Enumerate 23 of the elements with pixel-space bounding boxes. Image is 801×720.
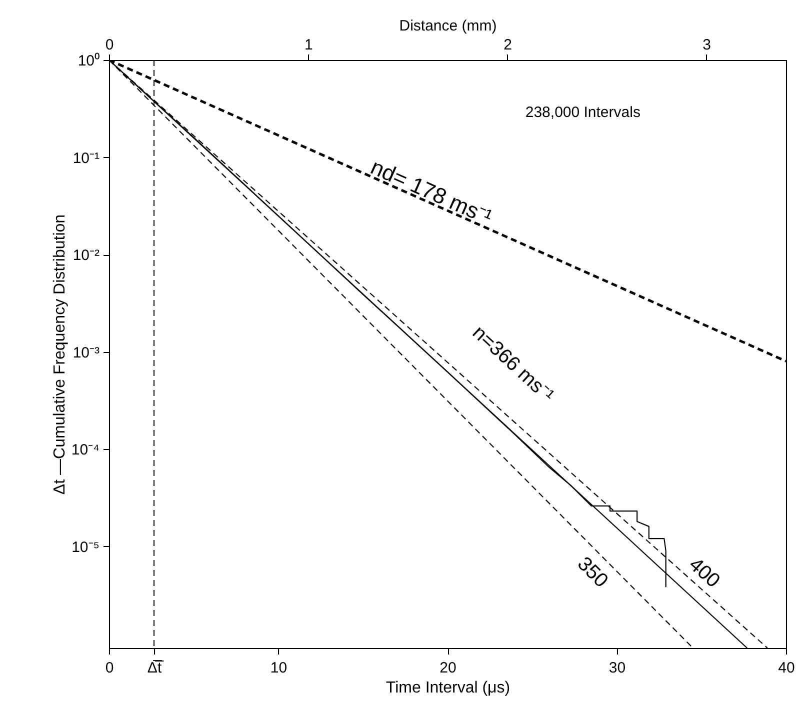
x-tick-label: 30 [608, 660, 626, 676]
x-tick-label: 20 [440, 660, 456, 676]
x-tick-label: 10 [270, 660, 288, 676]
x2-tick-label: 3 [702, 36, 712, 54]
y-tick-label: 10⁻³ [72, 344, 100, 362]
x-tick-label: 40 [778, 660, 795, 676]
y-tick-label: 10⁻² [72, 247, 100, 264]
x-tick-label: 0 [105, 660, 114, 676]
x-tick-label: Δ̅t̅ [147, 660, 164, 676]
x2-tick-label: 2 [504, 36, 512, 54]
y-tick-label: 10⁻⁵ [72, 538, 100, 556]
y-tick-label: 10⁻⁴ [71, 442, 100, 459]
y-tick-label: 10⁰ [78, 52, 100, 70]
text: 350 [572, 552, 612, 592]
y-tick-label: 10⁻¹ [72, 150, 100, 167]
y-axis-title: Δt —Cumulative Frequency Distribution [51, 214, 68, 495]
text: nd= 178 ms⁻¹ [367, 154, 496, 230]
x2-axis-title: Distance (mm) [399, 18, 497, 34]
x2-tick-label: 1 [304, 36, 313, 54]
x-axis-title: Time Interval (μs) [386, 680, 510, 696]
annotation: 238,000 Intervals [525, 104, 640, 121]
x2-tick-label: 0 [105, 36, 114, 54]
text: 400 [684, 554, 724, 592]
